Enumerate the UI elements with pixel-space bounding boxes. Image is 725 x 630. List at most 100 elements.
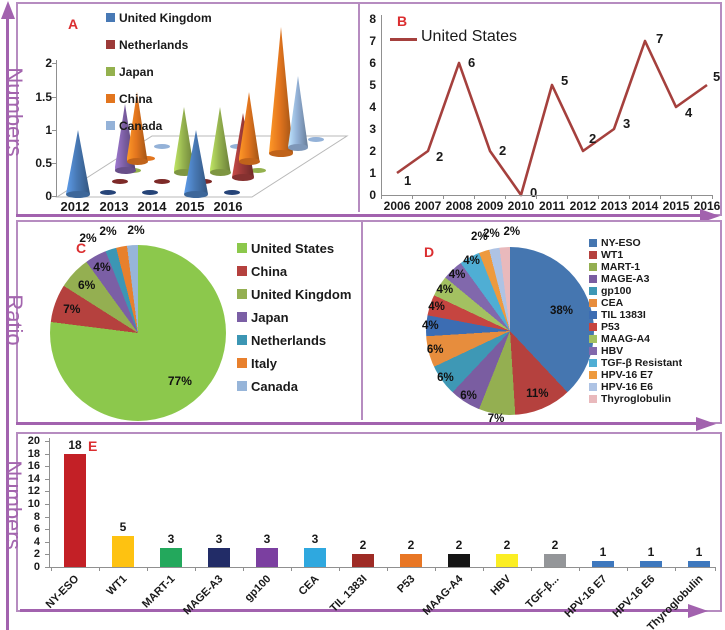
cone-base bbox=[173, 169, 195, 176]
panel-a-y-tickmark bbox=[52, 63, 57, 64]
panel-d-legend-swatch bbox=[589, 359, 597, 367]
panel-b-y-tick: 7 bbox=[369, 34, 376, 48]
cone-body bbox=[238, 92, 260, 161]
panel-e-y-tickmark bbox=[45, 478, 49, 480]
panel-e-value-label: 3 bbox=[263, 532, 271, 547]
cone-base bbox=[126, 158, 148, 165]
panel-c-legend-label: China bbox=[251, 264, 288, 279]
cone-base bbox=[66, 191, 90, 198]
panel-d-pie bbox=[426, 247, 594, 415]
panel-a-legend-swatch bbox=[106, 121, 115, 130]
panel-c-slice-label: 4% bbox=[93, 260, 111, 275]
panel-d-legend-swatch bbox=[589, 323, 597, 331]
panel-a-letter: A bbox=[68, 16, 79, 32]
bar-gp100 bbox=[256, 548, 278, 567]
panel-e-y-tick: 2 bbox=[33, 548, 40, 561]
panel-c-slice-label: 2% bbox=[99, 224, 117, 238]
panel-d-slice-label: 4% bbox=[448, 268, 466, 281]
cone-body bbox=[184, 130, 208, 194]
bar-cea bbox=[304, 548, 326, 567]
cone-mark bbox=[238, 92, 260, 165]
cone-mark bbox=[209, 107, 231, 176]
row2-divider bbox=[361, 222, 363, 420]
panel-d-slice-label: 4% bbox=[422, 319, 439, 332]
panel-b-x-tickmark bbox=[381, 195, 382, 199]
panel-e-y-tickmark bbox=[45, 453, 49, 455]
bar-wt1 bbox=[112, 535, 134, 567]
bar-til-1383i bbox=[352, 554, 374, 567]
panel-e-value-label: 1 bbox=[599, 544, 607, 559]
zero-value-dot bbox=[154, 178, 170, 184]
cone-base bbox=[288, 144, 308, 151]
panel-b-data-label: 2 bbox=[436, 149, 444, 164]
zero-value-dot bbox=[112, 178, 128, 184]
zero-value-dot bbox=[100, 189, 116, 195]
bar-hbv bbox=[496, 554, 518, 567]
panel-b-y-tick: 5 bbox=[369, 78, 376, 92]
panel-d-slice-label: 38% bbox=[550, 304, 574, 317]
panel-a-y-tick: 0.5 bbox=[35, 155, 52, 170]
panel-b-x-tickmark bbox=[598, 195, 599, 199]
panel-a-y-tickmark bbox=[52, 96, 57, 98]
panel-b-y-tick: 0 bbox=[369, 188, 376, 202]
panel-e-x-tickmark bbox=[675, 567, 676, 571]
panel-e-x-tickmark bbox=[147, 567, 148, 571]
panel-a-y-tick: 0 bbox=[45, 189, 52, 203]
panel-b-x-tick: 2012 bbox=[569, 199, 597, 213]
panel-e-y-tickmark bbox=[45, 554, 49, 556]
zero-value-dot bbox=[142, 189, 158, 195]
panel-a-legend-label: China bbox=[119, 92, 153, 106]
bar-thyroglobulin bbox=[688, 560, 710, 567]
panel-d-legend-label: HPV-16 E7 bbox=[601, 369, 653, 381]
panel-a-legend-swatch bbox=[106, 40, 115, 49]
panel-a-legend-swatch bbox=[106, 13, 115, 22]
panel-d-legend-swatch bbox=[589, 347, 597, 355]
panel-a-x-tick: 2013 bbox=[99, 199, 129, 214]
panel-c-legend-swatch bbox=[237, 335, 247, 345]
panel-d-legend-swatch bbox=[589, 239, 597, 247]
panel-d-slice-label: 2% bbox=[483, 227, 500, 240]
panel-a-y-tickmark bbox=[52, 129, 57, 131]
panel-e-y-tick: 10 bbox=[27, 498, 40, 510]
panel-d-legend-swatch bbox=[589, 335, 597, 343]
cone-mark bbox=[269, 27, 293, 157]
panel-e-x-tickmark bbox=[531, 567, 532, 571]
panel-a-x-tick: 2016 bbox=[213, 199, 243, 214]
arrow-up-icon bbox=[1, 1, 15, 19]
panel-e-y-tick: 12 bbox=[27, 485, 40, 498]
panel-b-data-label: 1 bbox=[404, 173, 412, 188]
panel-b-legend-label: United States bbox=[421, 28, 518, 45]
panel-e-x-tickmark bbox=[579, 567, 580, 571]
panel-d-legend-label: CEA bbox=[601, 297, 624, 309]
cone-base bbox=[269, 150, 293, 157]
panel-d-legend-swatch bbox=[589, 263, 597, 271]
panel-d-legend-label: P53 bbox=[601, 321, 620, 333]
panel-b-data-label: 4 bbox=[685, 105, 693, 120]
panel-b-y-tick: 6 bbox=[369, 56, 376, 70]
panel-e-y-tickmark bbox=[45, 441, 49, 442]
cone-body bbox=[288, 76, 308, 147]
bar-hpv-16-e6 bbox=[640, 560, 662, 567]
zero-value-dot bbox=[308, 136, 324, 142]
panel-b-x-tickmark bbox=[536, 195, 537, 199]
panel-e-y-tickmark bbox=[45, 541, 49, 543]
panel-e-y-tickmark bbox=[45, 491, 49, 493]
panel-e-value-label: 3 bbox=[311, 532, 319, 547]
panel-b-letter: B bbox=[397, 13, 408, 29]
panel-c-legend-label: Japan bbox=[251, 310, 289, 325]
panel-b-x-tick: 2006 bbox=[383, 199, 411, 213]
panel-d-slice-label: 7% bbox=[487, 412, 505, 425]
panel-d-legend-swatch bbox=[589, 251, 597, 259]
panel-a-y-axis-line bbox=[56, 60, 57, 197]
panel-d-legend-label: MAGE-A3 bbox=[601, 273, 650, 285]
panel-c-slice-label: 77% bbox=[167, 373, 192, 388]
panel-e-value-label: 5 bbox=[119, 519, 127, 534]
panel-d-legend-label: Thyroglobulin bbox=[601, 393, 671, 405]
zero-value-dot bbox=[250, 167, 266, 173]
cone-mark bbox=[173, 107, 195, 176]
panel-e-y-tick: 0 bbox=[33, 561, 40, 573]
panel-a-y-tickmark bbox=[52, 196, 57, 197]
panel-a-x-tick: 2014 bbox=[137, 199, 167, 214]
panel-b-x-tickmark bbox=[443, 195, 444, 199]
